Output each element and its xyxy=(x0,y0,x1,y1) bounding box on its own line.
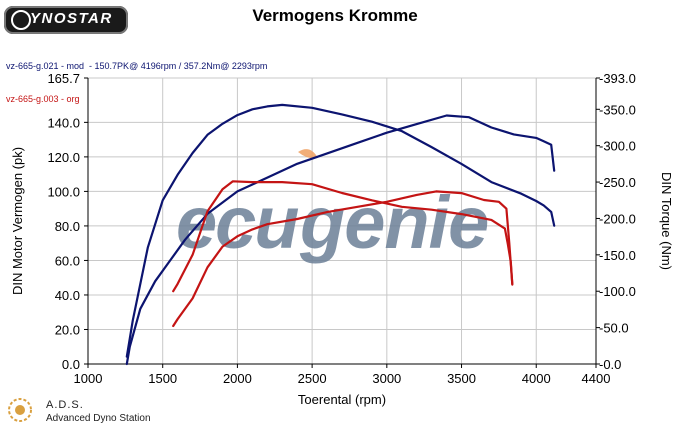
y-tick-label: 40.0 xyxy=(55,288,80,303)
ads-name: A.D.S. xyxy=(46,399,84,411)
y2-tick-label: -200.0 xyxy=(599,211,636,226)
series-line-power-mod xyxy=(125,114,556,366)
series-line-torque-org xyxy=(172,180,514,293)
x-tick-label: 4400 xyxy=(582,371,611,386)
x-tick-label: 3500 xyxy=(447,371,476,386)
y-tick-label: 120.0 xyxy=(47,150,80,165)
x-tick-label: 2500 xyxy=(298,371,327,386)
x-tick-label: 4000 xyxy=(522,371,551,386)
y-tick-label: 0.0 xyxy=(62,357,80,372)
x-tick-label: 1500 xyxy=(148,371,177,386)
y2-tick-label: -393.0 xyxy=(599,71,636,86)
y-tick-label: 140.0 xyxy=(47,115,80,130)
y-tick-label: 20.0 xyxy=(55,322,80,337)
y-tick-label: 60.0 xyxy=(55,253,80,268)
chart-title: Vermogens Kromme xyxy=(252,6,418,25)
ads-subtitle: Advanced Dyno Station xyxy=(46,413,151,424)
y2-axis-label: DIN Torque (Nm) xyxy=(659,172,674,270)
y2-tick-label: -350.0 xyxy=(599,102,636,117)
dynostar-logo: YNOSTAR xyxy=(4,6,128,34)
y2-tick-label: -0.0 xyxy=(599,357,621,372)
plot-area xyxy=(88,78,596,364)
x-tick-label: 1000 xyxy=(74,371,103,386)
y-tick-label: 80.0 xyxy=(55,219,80,234)
y-tick-label: 165.7 xyxy=(47,71,80,86)
logo-text: YNOSTAR xyxy=(30,10,113,27)
y-axis-label: DIN Motor Vermogen (pk) xyxy=(10,147,25,295)
watermark-genie: genie xyxy=(299,181,488,264)
y2-tick-label: -250.0 xyxy=(599,175,636,190)
logo-d-mark xyxy=(11,10,31,30)
y2-tick-label: -50.0 xyxy=(599,321,629,336)
x-tick-label: 3000 xyxy=(372,371,401,386)
y2-tick-label: -150.0 xyxy=(599,248,636,263)
watermark-flame xyxy=(298,149,318,159)
y2-tick-label: -100.0 xyxy=(599,284,636,299)
x-tick-label: 2000 xyxy=(223,371,252,386)
series-line-power-org xyxy=(172,190,514,328)
y2-tick-label: -300.0 xyxy=(599,139,636,154)
x-axis-label: Toerental (rpm) xyxy=(298,392,386,407)
ads-logo-icon xyxy=(8,398,32,422)
series-line-torque-mod xyxy=(125,103,556,358)
y-tick-label: 100.0 xyxy=(47,184,80,199)
legend-run-mod: vz-665-g.021 - mod - 150.7PK@ 4196rpm / … xyxy=(6,61,268,71)
